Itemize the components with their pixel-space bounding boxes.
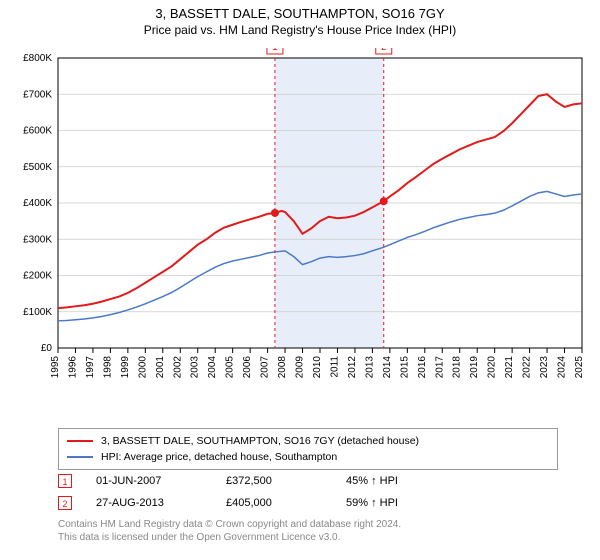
svg-text:£0: £0	[41, 343, 53, 354]
svg-text:2007: 2007	[260, 356, 271, 379]
svg-text:2010: 2010	[312, 356, 323, 379]
svg-text:2011: 2011	[329, 356, 340, 378]
annotation-marker-2: 2	[58, 496, 72, 510]
svg-text:2006: 2006	[242, 356, 253, 379]
legend-label-1: 3, BASSETT DALE, SOUTHAMPTON, SO16 7GY (…	[101, 435, 419, 447]
svg-text:2017: 2017	[434, 356, 445, 379]
svg-text:£100K: £100K	[23, 307, 52, 318]
annotation-pct-1: 45% ↑ HPI	[346, 475, 466, 487]
svg-text:£300K: £300K	[23, 234, 52, 245]
svg-text:2025: 2025	[574, 356, 585, 379]
chart-area: £0 £100K £200K £300K £400K £500K £600K £700K £80…	[10, 48, 590, 418]
footer-attribution: Contains HM Land Registry data © Crown c…	[58, 518, 401, 544]
annotation-price-2: £405,000	[226, 497, 346, 509]
svg-text:2014: 2014	[382, 356, 393, 379]
annotation-price-1: £372,500	[226, 475, 346, 487]
svg-text:1999: 1999	[120, 356, 131, 379]
svg-text:£800K: £800K	[23, 53, 52, 64]
svg-text:£200K: £200K	[23, 271, 52, 282]
svg-text:2018: 2018	[452, 356, 463, 379]
svg-text:2021: 2021	[504, 356, 515, 379]
chart-svg: £0 £100K £200K £300K £400K £500K £600K £700K £80…	[10, 48, 590, 418]
svg-text:2022: 2022	[522, 356, 533, 379]
svg-text:1998: 1998	[102, 356, 113, 379]
annotation-pct-2: 59% ↑ HPI	[346, 497, 466, 509]
svg-text:2002: 2002	[172, 356, 183, 379]
svg-text:2024: 2024	[557, 356, 568, 379]
svg-text:2013: 2013	[364, 356, 375, 379]
svg-text:£600K: £600K	[23, 126, 52, 137]
svg-text:£700K: £700K	[23, 89, 52, 100]
legend-row-2: HPI: Average price, detached house, Sout…	[67, 449, 549, 465]
legend-label-2: HPI: Average price, detached house, Sout…	[101, 451, 337, 463]
svg-text:2000: 2000	[137, 356, 148, 379]
svg-text:2012: 2012	[347, 356, 358, 379]
annotation-marker-1: 1	[58, 474, 72, 488]
svg-text:2009: 2009	[295, 356, 306, 379]
footer-line-2: This data is licensed under the Open Gov…	[58, 531, 401, 544]
legend-row-1: 3, BASSETT DALE, SOUTHAMPTON, SO16 7GY (…	[67, 433, 549, 449]
svg-text:1996: 1996	[67, 356, 78, 379]
title-subtitle: Price paid vs. HM Land Registry's House …	[0, 23, 600, 37]
legend: 3, BASSETT DALE, SOUTHAMPTON, SO16 7GY (…	[58, 428, 558, 470]
svg-text:2015: 2015	[399, 356, 410, 379]
svg-text:2016: 2016	[417, 356, 428, 379]
chart-container: 3, BASSETT DALE, SOUTHAMPTON, SO16 7GY P…	[0, 0, 600, 560]
annotation-date-1: 01-JUN-2007	[96, 475, 226, 487]
svg-text:2008: 2008	[277, 356, 288, 379]
svg-text:1995: 1995	[50, 356, 61, 379]
footer-line-1: Contains HM Land Registry data © Crown c…	[58, 518, 401, 531]
svg-text:2001: 2001	[155, 356, 166, 379]
svg-text:£500K: £500K	[23, 162, 52, 173]
svg-text:2020: 2020	[487, 356, 498, 379]
annotation-date-2: 27-AUG-2013	[96, 497, 226, 509]
title-address: 3, BASSETT DALE, SOUTHAMPTON, SO16 7GY	[0, 6, 600, 21]
svg-text:2019: 2019	[469, 356, 480, 379]
svg-text:2003: 2003	[190, 356, 201, 379]
legend-swatch-1	[67, 440, 93, 442]
title-block: 3, BASSETT DALE, SOUTHAMPTON, SO16 7GY P…	[0, 0, 600, 37]
svg-text:2023: 2023	[539, 356, 550, 379]
annotation-row-1: 1 01-JUN-2007 £372,500 45% ↑ HPI	[58, 470, 466, 492]
svg-text:1997: 1997	[85, 356, 96, 379]
svg-text:2: 2	[381, 48, 387, 53]
legend-swatch-2	[67, 456, 93, 458]
svg-text:2004: 2004	[207, 356, 218, 379]
svg-text:2005: 2005	[225, 356, 236, 379]
sale-annotations: 1 01-JUN-2007 £372,500 45% ↑ HPI 2 27-AU…	[58, 470, 466, 514]
svg-text:£400K: £400K	[23, 198, 52, 209]
annotation-row-2: 2 27-AUG-2013 £405,000 59% ↑ HPI	[58, 492, 466, 514]
svg-text:1: 1	[272, 48, 278, 53]
